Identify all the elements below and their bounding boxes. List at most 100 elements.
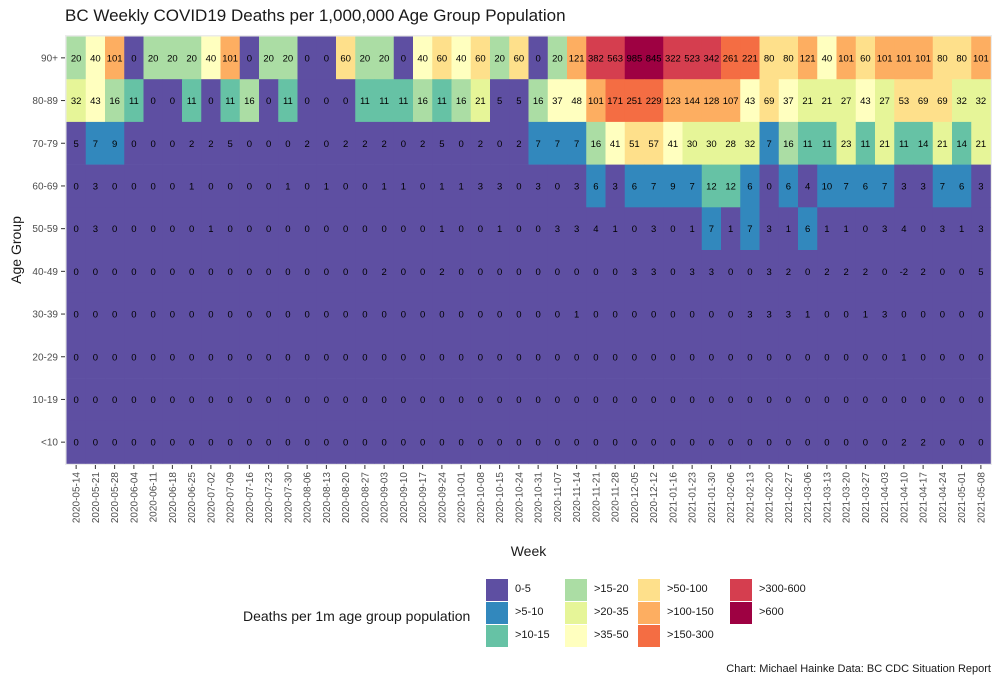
heatmap-cell [432,250,452,293]
cell-value-label: 0 [882,438,887,449]
cell-value-label: 11 [803,139,813,150]
cell-value-label: 2 [478,139,483,150]
cell-value-label: 16 [244,96,255,107]
heatmap-cell [586,36,606,80]
heatmap-cell [182,207,202,251]
cell-value-label: 0 [131,438,136,449]
heatmap-cell [182,121,202,165]
heatmap-cell [740,420,760,464]
heatmap-cell [162,36,183,80]
heatmap-cell [624,207,645,251]
cell-value-label: 60 [514,53,525,64]
cell-value-label: 0 [304,181,309,192]
heatmap-cell [528,420,549,464]
heatmap-cell [259,420,279,464]
cell-value-label: 3 [766,267,771,278]
cell-value-label: 0 [458,352,463,363]
cell-value-label: 0 [150,181,155,192]
cell-value-label: 0 [535,224,540,235]
heatmap-cell [336,420,356,464]
heatmap-cell [547,292,568,336]
heatmap-cell [490,207,510,251]
heatmap-cell [259,292,279,336]
heatmap-cell [855,164,876,208]
cell-value-label: 0 [362,395,367,406]
x-tick-label: 2021-04-10 [899,472,910,524]
cell-value-label: 0 [728,267,733,278]
heatmap-cell [528,378,549,422]
cell-value-label: 0 [593,395,598,406]
cell-value-label: 3 [766,224,771,235]
heatmap-cell [297,79,318,123]
heatmap-cell [663,335,683,379]
legend-swatch [638,579,660,601]
heatmap-cell [393,250,414,293]
heatmap-cell [432,207,452,251]
cell-value-label: 0 [439,352,444,363]
cell-value-label: 0 [381,395,386,406]
cell-value-label: 0 [516,352,521,363]
heatmap-cell [85,207,106,251]
heatmap-cell [913,121,934,165]
heatmap-cell [413,420,433,464]
heatmap-cell [547,335,568,379]
cell-value-label: 23 [841,139,852,150]
heatmap-cell [547,207,568,251]
heatmap-cell [586,292,606,336]
heatmap-cell [855,335,876,379]
heatmap-cell [586,79,606,123]
cell-value-label: 80 [937,53,948,64]
x-tick-label: 2020-10-01 [457,472,468,524]
cell-value-label: 0 [170,438,175,449]
y-tick-label: 70-79 [32,139,58,150]
cell-value-label: 0 [709,395,714,406]
cell-value-label: 7 [651,181,656,192]
heatmap-cell [894,378,914,422]
heatmap-cell [66,121,87,165]
cell-value-label: 43 [745,96,756,107]
heatmap-cell [239,420,260,464]
heatmap-cell [952,250,972,293]
heatmap-cell [605,420,626,464]
cell-value-label: 0 [73,310,78,321]
y-tick-label: 80-89 [32,96,58,107]
cell-value-label: 0 [285,352,290,363]
cell-value-label: 3 [689,267,694,278]
heatmap-cell [971,292,991,336]
cell-value-label: 0 [478,395,483,406]
heatmap-cell [355,250,375,293]
cell-value-label: 0 [516,438,521,449]
cell-value-label: 0 [805,352,810,363]
heatmap-cell [663,36,683,80]
cell-value-label: 5 [497,96,502,107]
heatmap-cell [971,335,991,379]
cell-value-label: 11 [822,139,832,150]
cell-value-label: 0 [324,224,329,235]
y-tick-label: <10 [41,438,58,449]
cell-value-label: 0 [208,395,213,406]
heatmap-cell [682,420,703,464]
cell-value-label: 0 [728,395,733,406]
heatmap-cell [66,378,87,422]
heatmap-cell [451,292,472,336]
cell-value-label: 40 [456,53,467,64]
heatmap-cell [682,36,703,80]
heatmap-cell [605,207,626,251]
cell-value-label: 7 [747,224,752,235]
cell-value-label: 0 [93,352,98,363]
cell-value-label: 0 [439,395,444,406]
cell-value-label: 0 [266,224,271,235]
cell-value-label: 3 [940,224,945,235]
cell-value-label: 30 [687,139,698,150]
cell-value-label: 0 [112,267,117,278]
heatmap-cell [547,250,568,293]
cell-value-label: 1 [285,181,290,192]
cell-value-label: 563 [607,53,623,64]
cell-value-label: 3 [632,267,637,278]
heatmap-cell [278,207,298,251]
heatmap-cell [143,207,164,251]
heatmap-cell [143,36,164,80]
cell-value-label: 0 [786,352,791,363]
cell-value-label: 3 [555,224,560,235]
heatmap-cell [721,420,741,464]
